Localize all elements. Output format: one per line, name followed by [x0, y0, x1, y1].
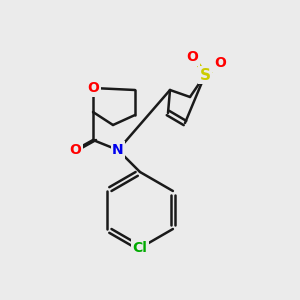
- Text: O: O: [69, 143, 81, 157]
- Text: O: O: [87, 81, 99, 95]
- Text: Cl: Cl: [133, 241, 147, 255]
- Text: N: N: [112, 143, 124, 157]
- Text: O: O: [214, 56, 226, 70]
- Text: S: S: [200, 68, 211, 82]
- Text: O: O: [186, 50, 198, 64]
